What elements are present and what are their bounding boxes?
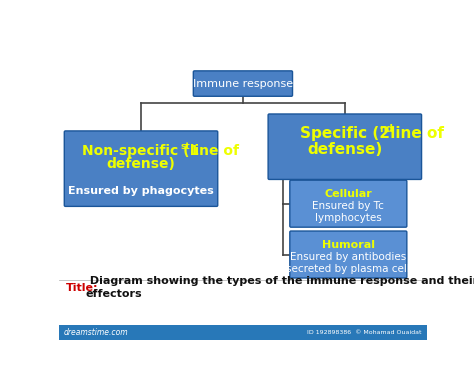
FancyBboxPatch shape bbox=[193, 71, 292, 96]
FancyBboxPatch shape bbox=[64, 131, 218, 206]
Text: line of: line of bbox=[385, 126, 444, 141]
Text: Immune response: Immune response bbox=[193, 79, 293, 89]
Text: line of: line of bbox=[185, 144, 239, 157]
Text: defense): defense) bbox=[107, 157, 175, 172]
FancyBboxPatch shape bbox=[290, 180, 407, 227]
Bar bbox=[59, 325, 427, 340]
Text: Ensured by phagocytes: Ensured by phagocytes bbox=[68, 186, 214, 196]
Text: Specific (2: Specific (2 bbox=[300, 126, 390, 141]
Text: Cellular: Cellular bbox=[324, 189, 372, 199]
Text: Ensured by antibodies
secreted by plasma cell: Ensured by antibodies secreted by plasma… bbox=[286, 252, 410, 274]
Text: ID 192898386  © Mohamad Ouaidat: ID 192898386 © Mohamad Ouaidat bbox=[308, 330, 422, 335]
Text: Diagram showing the types of the immune response and their
effectors: Diagram showing the types of the immune … bbox=[86, 277, 474, 299]
Text: st: st bbox=[181, 142, 190, 151]
Text: Humoral: Humoral bbox=[322, 240, 375, 249]
Text: defense): defense) bbox=[307, 141, 383, 157]
Text: nd: nd bbox=[379, 124, 393, 134]
Text: Title:: Title: bbox=[65, 283, 98, 293]
Text: Non-specific (1: Non-specific (1 bbox=[82, 144, 200, 157]
Text: Ensured by Tc
lymphocytes: Ensured by Tc lymphocytes bbox=[312, 201, 384, 223]
FancyBboxPatch shape bbox=[268, 114, 421, 180]
FancyBboxPatch shape bbox=[290, 231, 407, 278]
Text: dreamstime.com: dreamstime.com bbox=[64, 328, 128, 337]
